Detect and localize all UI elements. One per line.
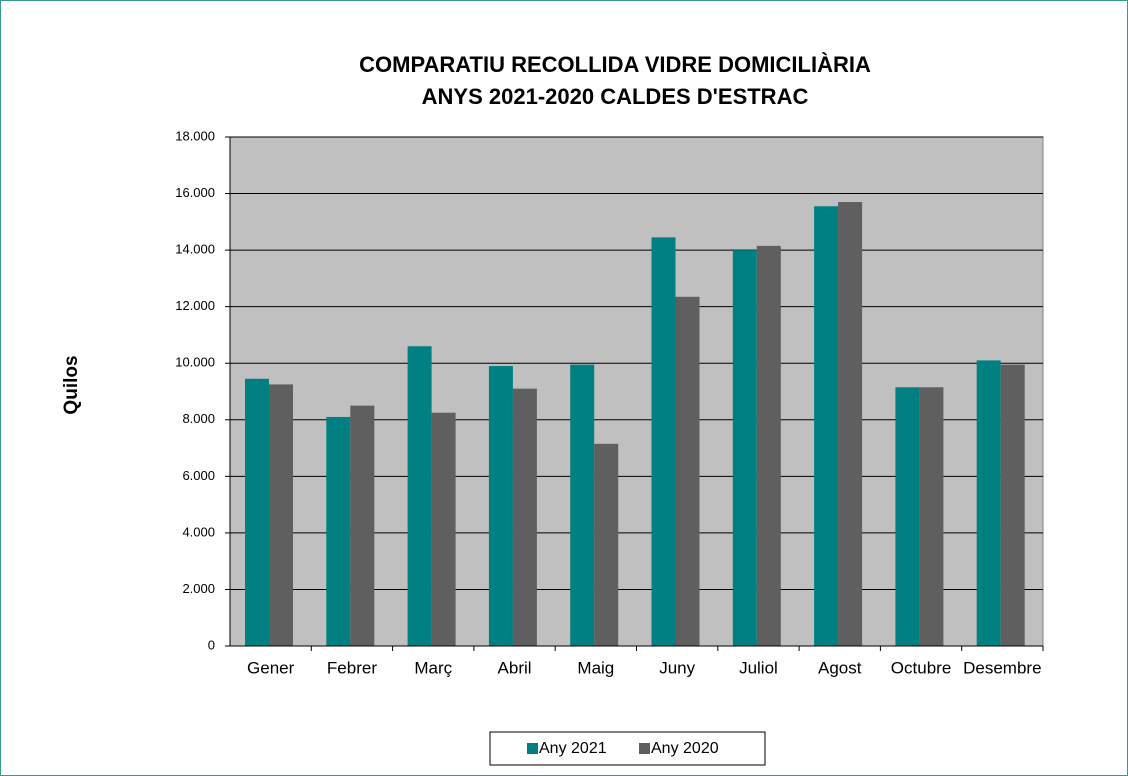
x-tick-label: Juliol [739,658,778,677]
y-tick-label: 6.000 [182,468,215,483]
legend-swatch [527,743,538,754]
bar [651,237,676,646]
y-tick-label: 14.000 [175,242,215,257]
bar [732,250,757,646]
bar [269,384,293,646]
bar [431,412,456,646]
x-tick-label: Abril [498,658,532,677]
bar [814,206,839,646]
bar [1000,364,1025,646]
x-tick-label: Març [414,658,452,677]
bar [326,416,351,646]
y-tick-label: 8.000 [182,411,215,426]
legend-label: Any 2020 [651,740,719,757]
bar [756,245,781,646]
legend-swatch [639,743,650,754]
bar [675,296,700,646]
y-tick-label: 18.000 [175,128,215,143]
chart-title: COMPARATIU RECOLLIDA VIDRE DOMICILIÀRIA [359,52,871,77]
bar [919,387,944,646]
bar [245,378,269,646]
y-tick-label: 0 [208,637,215,652]
y-tick-label: 16.000 [175,185,215,200]
bar [570,364,595,646]
x-tick-label: Febrer [327,658,377,677]
y-tick-label: 10.000 [175,355,215,370]
x-tick-label: Juny [659,658,695,677]
x-tick-label: Maig [577,658,614,677]
y-axis-label: Quilos [61,355,82,414]
legend-label: Any 2021 [539,740,607,757]
bar [594,443,619,646]
x-tick-label: Gener [247,658,295,677]
bar [838,202,863,647]
bar [488,366,513,646]
bar [976,360,1001,646]
y-tick-label: 2.000 [182,581,215,596]
y-tick-label: 4.000 [182,524,215,539]
x-tick-label: Desembre [963,658,1041,677]
x-tick-label: Agost [818,658,862,677]
bar [512,388,537,646]
bar [350,405,375,646]
bar [895,387,920,646]
chart-subtitle: ANYS 2021-2020 CALDES D'ESTRAC [422,84,809,109]
y-tick-label: 12.000 [175,298,215,313]
bar [407,346,432,646]
x-tick-label: Octubre [891,658,951,677]
